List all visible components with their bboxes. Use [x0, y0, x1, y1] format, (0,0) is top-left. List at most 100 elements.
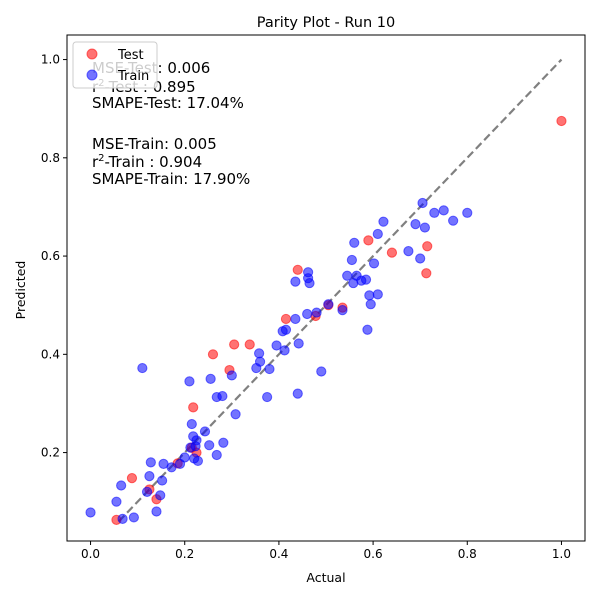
train-point: [279, 345, 290, 356]
train-point: [186, 418, 197, 430]
y-tick-label: 0.8: [41, 151, 60, 165]
metric-value: 0.895: [153, 78, 196, 96]
metric-annotation: r2-Train : 0.904: [92, 153, 202, 171]
test-point: [280, 313, 292, 325]
train-point: [116, 480, 127, 491]
test-point: [126, 473, 138, 484]
train-point: [218, 437, 229, 448]
y-tick-label: 0.4: [41, 347, 60, 361]
train-point: [157, 475, 168, 486]
train-point: [337, 305, 348, 316]
train-point: [372, 289, 383, 300]
x-tick-label: 1.0: [552, 547, 571, 561]
train-point: [362, 324, 373, 335]
train-point: [365, 299, 376, 310]
train-point: [304, 277, 315, 289]
test-point: [556, 115, 567, 127]
axes: 0.0 0.2 0.4 0.6 0.8 1.0 0.2 0.4 0.6 0.8 1.0: [41, 34, 586, 561]
legend-label-test: Test: [117, 48, 144, 63]
train-point: [372, 228, 383, 240]
train-point: [111, 496, 122, 507]
x-tick-label: 0.8: [458, 547, 477, 561]
metric-prefix: r: [92, 153, 99, 171]
train-point: [144, 471, 155, 482]
parity-reference-line: [118, 58, 563, 523]
train-point: [290, 276, 301, 287]
train-point: [349, 237, 360, 248]
train-point: [192, 455, 204, 467]
legend: Test Train: [72, 41, 158, 89]
train-point: [280, 324, 292, 335]
test-point: [229, 339, 240, 350]
train-point: [311, 307, 322, 318]
metric-value: 0.904: [159, 153, 202, 171]
train-point: [462, 207, 473, 218]
train-point: [204, 440, 215, 451]
train-point: [145, 457, 156, 468]
train-point: [271, 340, 282, 351]
metric-annotation: SMAPE-Test: 17.04%: [92, 94, 244, 112]
train-point: [230, 409, 241, 420]
x-tick-label: 0.0: [81, 547, 100, 561]
legend-marker-test: [86, 48, 98, 60]
metrics-annotations: MSE-Test: 0.006r2-Test : 0.895SMAPE-Test…: [92, 59, 250, 188]
train-point: [151, 506, 162, 517]
train-point: [166, 462, 177, 473]
train-point: [254, 348, 265, 359]
train-point: [316, 366, 327, 377]
metric-annotation: MSE-Train: 0.005: [92, 135, 217, 153]
train-point: [323, 299, 334, 310]
metric-superscript: 2: [98, 153, 104, 164]
train-point: [429, 207, 440, 218]
test-point: [421, 268, 432, 279]
legend-marker-train: [86, 69, 98, 81]
legend-label-train: Train: [117, 69, 149, 84]
train-point: [410, 219, 421, 230]
test-point: [188, 402, 199, 413]
train-point: [211, 449, 222, 461]
train-point: [360, 274, 372, 285]
train-point: [403, 246, 414, 257]
train-point: [184, 376, 195, 387]
train-point: [290, 313, 301, 325]
train-point: [179, 452, 190, 463]
train-point: [191, 435, 202, 446]
x-tick-label: 0.2: [175, 547, 194, 561]
metric-annotation: SMAPE-Train: 17.90%: [92, 170, 250, 188]
train-point: [155, 490, 166, 501]
metric-prefix: SMAPE-Test:: [92, 94, 187, 112]
train-point: [254, 356, 266, 367]
test-point: [292, 264, 303, 275]
data-points: [85, 115, 567, 525]
train-point: [264, 363, 275, 375]
train-point: [346, 254, 357, 266]
metric-value: 17.90%: [193, 170, 250, 188]
train-point: [293, 338, 304, 349]
y-tick-label: 0.6: [41, 249, 60, 263]
test-point: [207, 349, 219, 360]
train-point: [364, 290, 375, 301]
x-axis-label: Actual: [306, 570, 345, 585]
train-point: [128, 512, 139, 523]
metric-value: 0.005: [174, 135, 217, 153]
train-point: [117, 513, 128, 524]
train-point: [217, 390, 228, 402]
metric-value: 0.006: [167, 59, 210, 77]
train-point: [262, 391, 273, 403]
train-point: [448, 215, 459, 226]
metric-prefix: MSE-Train:: [92, 135, 174, 153]
train-point: [378, 216, 389, 227]
train-point: [205, 373, 216, 384]
metric-value: 17.04%: [187, 94, 244, 112]
train-point: [438, 205, 449, 216]
test-point: [244, 339, 255, 350]
train-point: [415, 253, 426, 264]
test-point: [386, 247, 398, 258]
train-point: [137, 362, 148, 374]
x-tick-label: 0.6: [364, 547, 383, 561]
train-point: [85, 507, 96, 518]
train-point: [226, 370, 237, 381]
train-point: [302, 308, 313, 320]
y-tick-label: 1.0: [41, 53, 60, 67]
